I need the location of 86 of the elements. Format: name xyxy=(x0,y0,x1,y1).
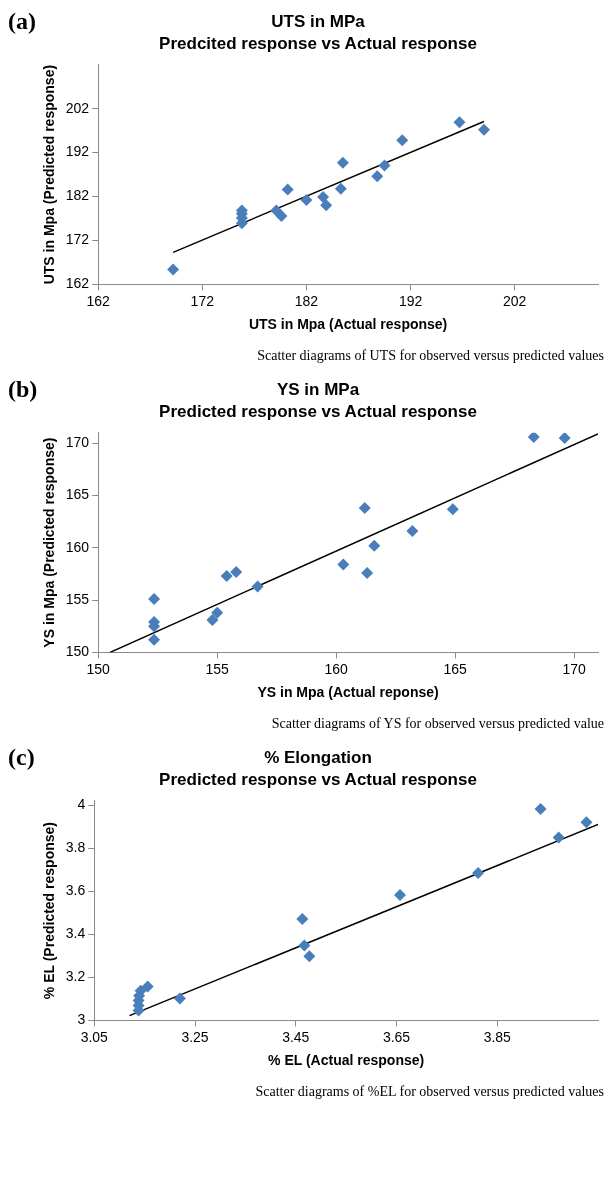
point xyxy=(558,432,571,445)
point xyxy=(371,170,384,183)
y-tick-label: 160 xyxy=(65,538,90,555)
x-tick-label: 202 xyxy=(503,292,527,309)
x-tick-label: 3.45 xyxy=(282,1028,310,1045)
y-tick-label: 3.4 xyxy=(65,925,86,942)
point xyxy=(396,134,409,147)
chart-title: UTS in MPa xyxy=(271,11,366,31)
x-tick-label: 155 xyxy=(205,660,230,677)
x-tick-label: 182 xyxy=(294,292,319,309)
point xyxy=(148,593,161,606)
x-tick-label: 172 xyxy=(190,292,215,309)
y-tick-label: 182 xyxy=(65,187,90,204)
point xyxy=(378,159,391,172)
y-tick-label: 202 xyxy=(65,99,90,116)
point xyxy=(167,263,180,276)
chart-subtitle: Predicted response vs Actual response xyxy=(159,402,477,422)
point xyxy=(477,123,490,136)
point xyxy=(446,503,459,516)
point xyxy=(394,889,407,902)
y-axis-title: UTS in Mpa (Predicted response) xyxy=(41,64,58,285)
y-tick-label: 192 xyxy=(65,143,90,160)
point xyxy=(317,191,330,203)
point xyxy=(552,831,565,844)
text: Scatter diagrams of UTS for observed versus predicted values xyxy=(256,348,604,364)
y-axis-title: % EL (Predicted response) xyxy=(41,822,58,1000)
y-tick-label: 172 xyxy=(65,231,90,248)
y-tick-label: 3.8 xyxy=(65,839,86,856)
point xyxy=(270,204,283,217)
x-axis-title: YS in Mpa (Actual reponse) xyxy=(257,684,439,701)
x-tick-label: 3.85 xyxy=(483,1028,512,1045)
text: (b) xyxy=(8,376,38,403)
y-tick-label: 4 xyxy=(77,795,86,812)
point xyxy=(358,502,371,515)
text: (c) xyxy=(8,744,35,771)
x-axis-title: % EL (Actual response) xyxy=(268,1052,425,1069)
y-tick-label: 170 xyxy=(65,434,90,451)
point xyxy=(211,606,224,619)
point xyxy=(251,580,264,593)
x-tick-label: 3.25 xyxy=(181,1028,209,1045)
chart-subtitle: Predicted response vs Actual response xyxy=(159,770,477,790)
point xyxy=(534,802,547,815)
point xyxy=(275,209,288,222)
point xyxy=(320,199,333,212)
x-tick-label: 3.65 xyxy=(382,1028,411,1045)
x-tick-label: 170 xyxy=(562,660,587,677)
point xyxy=(406,525,419,538)
point xyxy=(281,183,294,196)
chart-subtitle: Predcited response vs Actual response xyxy=(159,34,477,54)
text: (a) xyxy=(8,8,36,35)
x-tick-label: 192 xyxy=(398,292,423,309)
point xyxy=(141,980,154,993)
point xyxy=(148,633,161,646)
y-tick-label: 3.6 xyxy=(65,882,86,899)
point xyxy=(303,950,316,963)
point xyxy=(300,194,313,207)
point xyxy=(296,913,309,925)
y-tick-label: 162 xyxy=(65,275,90,292)
point xyxy=(336,156,349,169)
point xyxy=(220,570,233,583)
chart-title: % Elongation xyxy=(264,747,372,767)
point xyxy=(472,866,485,879)
text: Scatter diagrams of %EL for observed versus predicted values xyxy=(254,1084,604,1100)
y-axis-title: YS in Mpa (Predicted response) xyxy=(41,437,58,648)
point xyxy=(580,816,593,829)
point xyxy=(361,566,374,579)
x-tick-label: 160 xyxy=(324,660,349,677)
x-tick-label: 165 xyxy=(443,660,468,677)
point xyxy=(206,613,219,626)
y-tick-label: 3 xyxy=(77,1011,86,1028)
point xyxy=(298,939,311,952)
text: Scatter diagrams of YS for observed versus predicted value xyxy=(270,716,604,732)
x-axis-title: UTS in Mpa (Actual response) xyxy=(248,316,448,333)
x-tick-label: 3.05 xyxy=(80,1028,109,1045)
point xyxy=(337,558,350,571)
y-tick-label: 150 xyxy=(65,643,90,660)
point xyxy=(453,116,466,129)
point xyxy=(230,565,243,578)
point xyxy=(368,539,381,552)
y-tick-label: 165 xyxy=(65,486,90,503)
y-tick-label: 3.2 xyxy=(65,968,86,985)
point xyxy=(527,432,540,443)
chart-title: YS in MPa xyxy=(276,379,360,399)
point xyxy=(173,992,186,1005)
y-tick-label: 155 xyxy=(65,590,90,607)
point xyxy=(334,182,347,195)
